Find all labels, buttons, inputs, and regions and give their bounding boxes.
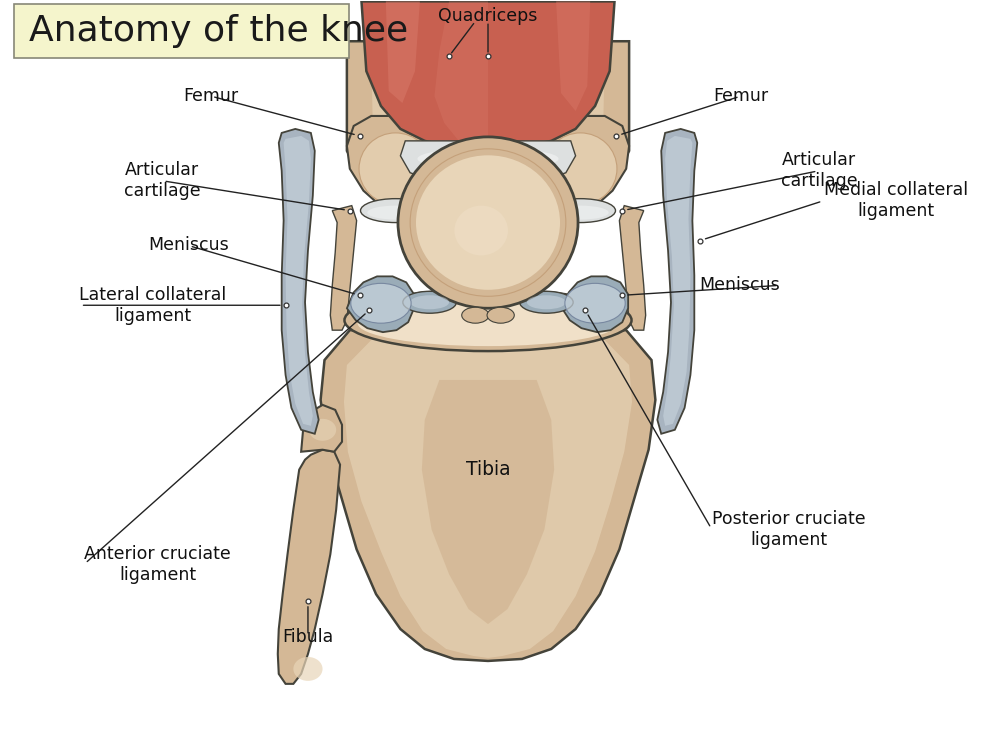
Polygon shape [663,136,692,426]
Polygon shape [422,380,554,624]
Text: Quadriceps: Quadriceps [438,8,538,26]
Text: Articular
cartilage: Articular cartilage [124,161,200,200]
Polygon shape [301,405,342,451]
Text: Femur: Femur [713,87,769,105]
Ellipse shape [351,284,411,323]
Text: Articular
cartilage: Articular cartilage [781,152,857,190]
Polygon shape [279,129,319,434]
Polygon shape [347,276,414,332]
Ellipse shape [344,290,632,351]
Polygon shape [371,46,605,215]
Polygon shape [361,2,615,148]
Ellipse shape [361,199,431,223]
Polygon shape [330,206,357,330]
Ellipse shape [487,308,514,323]
Ellipse shape [359,133,432,205]
Polygon shape [344,335,632,658]
Polygon shape [347,116,449,226]
FancyBboxPatch shape [14,4,349,58]
Ellipse shape [527,296,566,309]
Ellipse shape [544,133,617,205]
Ellipse shape [462,308,489,323]
Polygon shape [284,136,313,426]
Polygon shape [321,330,655,661]
Polygon shape [347,41,629,229]
Ellipse shape [454,206,508,256]
Ellipse shape [552,206,609,220]
Ellipse shape [403,291,456,314]
Polygon shape [455,177,522,312]
Polygon shape [444,148,532,226]
Polygon shape [619,206,646,330]
Polygon shape [657,129,697,434]
Ellipse shape [565,284,625,323]
Text: Medial collateral
ligament: Medial collateral ligament [824,182,968,220]
Ellipse shape [545,199,615,223]
Polygon shape [400,141,576,187]
Polygon shape [527,116,629,226]
Polygon shape [278,450,340,684]
Ellipse shape [398,137,578,308]
Polygon shape [493,178,522,312]
Text: Anterior cruciate
ligament: Anterior cruciate ligament [84,545,231,584]
Ellipse shape [367,206,424,220]
Text: Lateral collateral
ligament: Lateral collateral ligament [79,286,226,325]
Text: Anatomy of the knee: Anatomy of the knee [29,14,408,48]
Ellipse shape [309,419,336,441]
Polygon shape [386,2,420,103]
Ellipse shape [417,148,559,170]
Ellipse shape [520,291,573,314]
Text: Meniscus: Meniscus [699,276,780,294]
Polygon shape [434,2,488,146]
Text: Tibia: Tibia [466,460,510,479]
Text: Fibula: Fibula [282,628,334,646]
Ellipse shape [358,300,618,346]
Polygon shape [562,276,628,332]
Text: Meniscus: Meniscus [148,236,229,254]
Polygon shape [556,2,590,111]
Ellipse shape [293,657,323,681]
Text: Posterior cruciate
ligament: Posterior cruciate ligament [712,510,865,549]
Ellipse shape [416,155,560,290]
Ellipse shape [410,296,449,309]
Text: Femur: Femur [183,87,238,105]
